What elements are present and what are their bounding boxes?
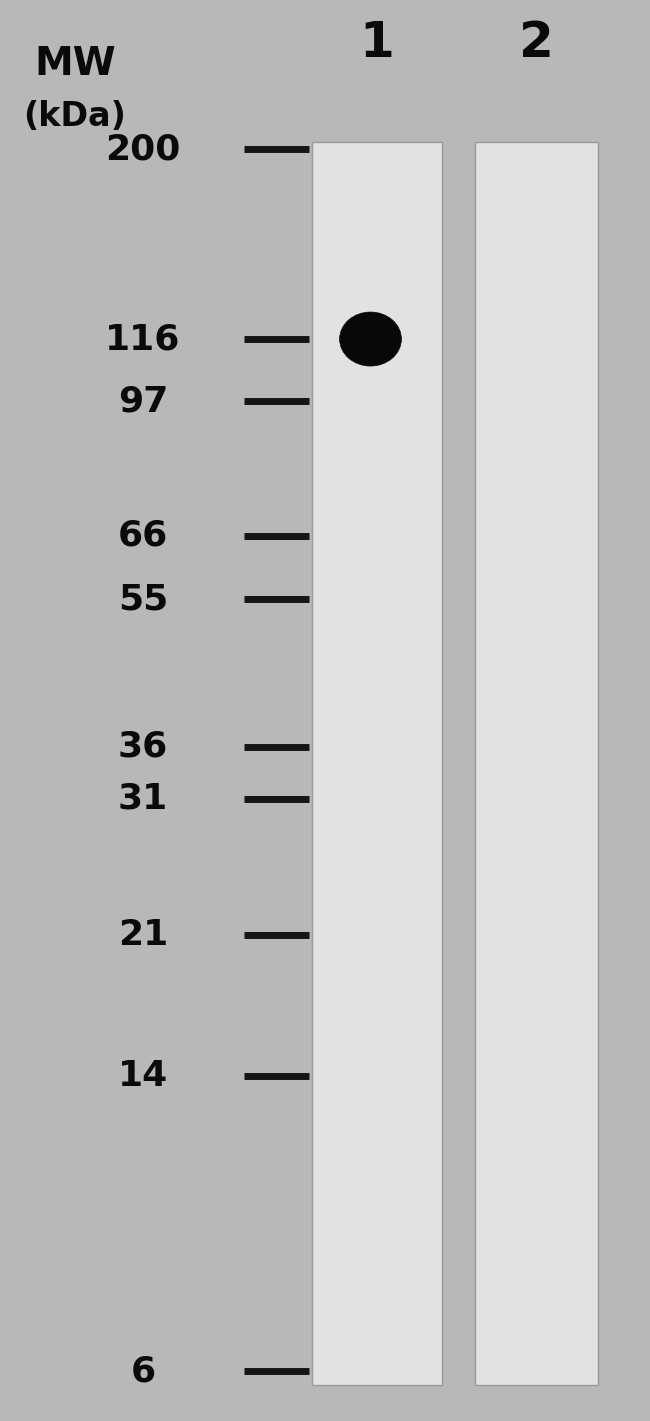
Text: 36: 36 bbox=[118, 730, 168, 764]
Text: 55: 55 bbox=[118, 583, 168, 617]
Text: 31: 31 bbox=[118, 782, 168, 816]
Text: 200: 200 bbox=[105, 132, 181, 166]
Text: 1: 1 bbox=[359, 18, 395, 67]
Text: (kDa): (kDa) bbox=[23, 99, 126, 134]
Text: 14: 14 bbox=[118, 1059, 168, 1093]
Text: 6: 6 bbox=[131, 1354, 155, 1388]
Text: 97: 97 bbox=[118, 385, 168, 418]
Text: 116: 116 bbox=[105, 323, 181, 357]
Bar bbox=[474, 142, 598, 1385]
Bar bbox=[312, 142, 442, 1385]
Text: MW: MW bbox=[34, 45, 116, 82]
Ellipse shape bbox=[339, 313, 402, 367]
Text: 2: 2 bbox=[519, 18, 554, 67]
Text: 66: 66 bbox=[118, 519, 168, 553]
Text: 21: 21 bbox=[118, 918, 168, 952]
